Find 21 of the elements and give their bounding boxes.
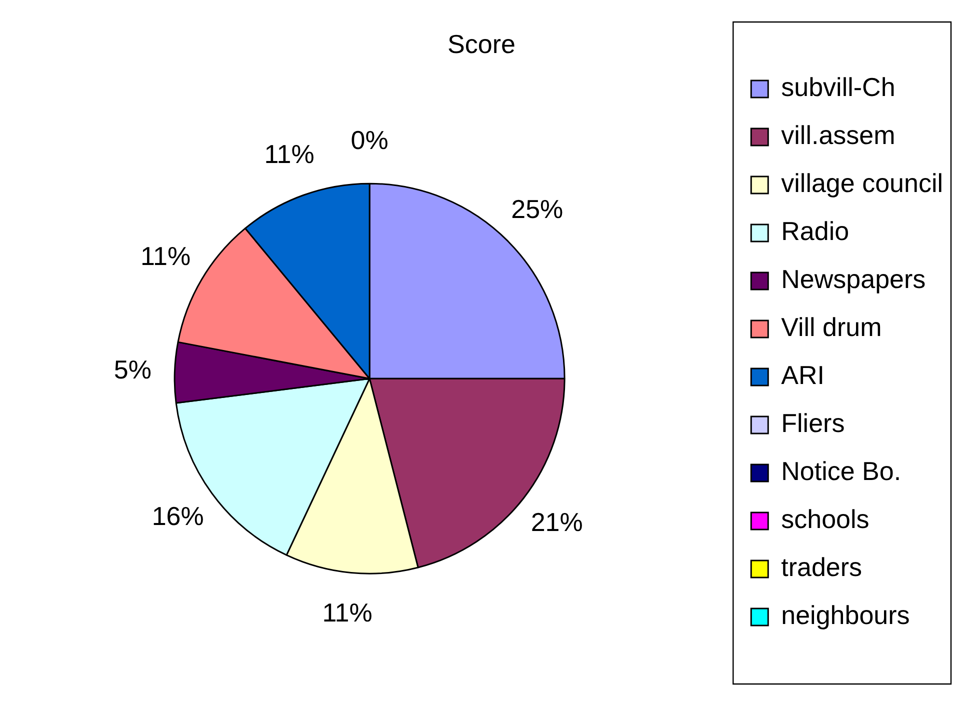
legend-label: Radio bbox=[781, 216, 850, 246]
data-label: 25% bbox=[511, 194, 564, 224]
data-label: 11% bbox=[140, 241, 191, 272]
legend-label: schools bbox=[781, 504, 870, 534]
data-label: 11% bbox=[264, 138, 314, 169]
legend-label: Fliers bbox=[781, 408, 845, 438]
chart-title: Score bbox=[448, 28, 516, 59]
legend-label: neighbours bbox=[781, 600, 910, 630]
data-label: 16% bbox=[152, 501, 204, 532]
legend-label: ARI bbox=[781, 360, 824, 390]
data-label: 21% bbox=[530, 507, 583, 538]
legend-label: traders bbox=[781, 552, 862, 582]
data-label: 11% bbox=[322, 598, 372, 628]
legend-label: subvill-Ch bbox=[781, 72, 896, 102]
text: 0% bbox=[350, 124, 388, 155]
legend-label: Notice Bo. bbox=[781, 456, 902, 486]
legend-label: village council bbox=[781, 168, 944, 198]
legend-label: Newspapers bbox=[781, 264, 926, 294]
legend-label: Vill drum bbox=[781, 312, 882, 342]
data-label: 5% bbox=[114, 354, 152, 384]
legend-label: vill.assem bbox=[781, 120, 896, 150]
